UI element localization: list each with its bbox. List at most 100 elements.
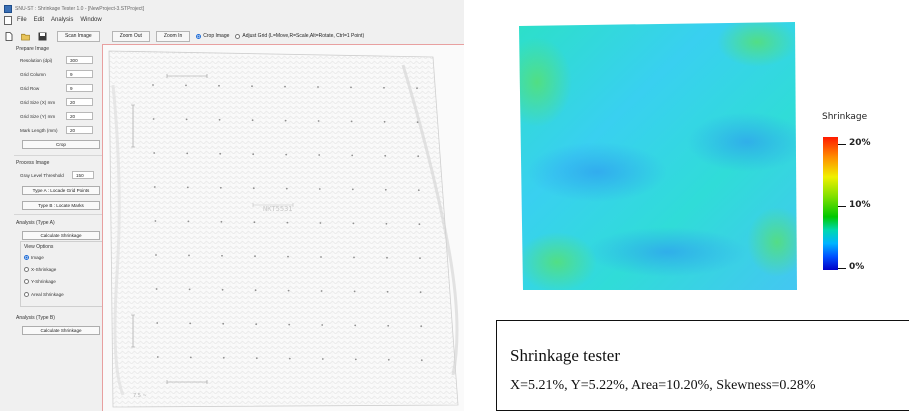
legend-label-0: 0% xyxy=(849,262,865,272)
grid-dot xyxy=(350,120,353,123)
grid-dot xyxy=(351,154,354,157)
type-b-locate-marks-button[interactable]: Type B : Locate Marks xyxy=(22,201,100,210)
scan-label-text: NKT5531 xyxy=(263,205,293,213)
grid-dot xyxy=(186,186,189,189)
grid-size-x-input[interactable]: 20 xyxy=(66,98,93,106)
grid-dot xyxy=(416,121,419,124)
resolution-input[interactable]: 300 xyxy=(66,56,93,64)
crop-button[interactable]: Crop xyxy=(22,140,100,149)
grid-dot xyxy=(218,118,221,121)
grid-dot xyxy=(254,255,256,258)
grid-dot xyxy=(384,154,387,157)
grid-dot xyxy=(353,290,356,293)
grid-dot xyxy=(219,152,222,155)
adjust-grid-radio[interactable]: Adjust Grid (L=Move,R=Scale,Alt=Rotate, … xyxy=(235,33,364,39)
type-a-locate-grid-button[interactable]: Type A : Locade Grid Points xyxy=(22,186,100,195)
grid-dot xyxy=(155,288,158,290)
grid-dot xyxy=(152,118,155,120)
threshold-input[interactable]: 150 xyxy=(72,171,94,179)
grid-dot xyxy=(350,86,352,89)
save-icon[interactable] xyxy=(38,32,47,41)
process-image-heading: Process Image xyxy=(16,160,50,166)
mark-length-input[interactable]: 20 xyxy=(66,126,93,134)
view-options-group xyxy=(20,241,104,307)
open-folder-icon[interactable] xyxy=(21,32,30,41)
grid-dot xyxy=(419,291,422,294)
grid-dot xyxy=(221,288,224,291)
grid-dot xyxy=(222,356,225,359)
resolution-label: Resolution (dpi) xyxy=(20,58,53,63)
menu-window[interactable]: Window xyxy=(80,17,102,23)
grid-dot xyxy=(416,87,418,90)
legend-color-bar xyxy=(823,137,838,270)
mark-length-label: Mark Length (mm) xyxy=(20,128,58,133)
menu-edit[interactable]: Edit xyxy=(33,17,45,23)
grid-size-y-label: Grid Size (Y) mm xyxy=(20,114,56,119)
grid-dot xyxy=(420,359,423,362)
divider xyxy=(14,214,112,215)
new-file-icon[interactable] xyxy=(4,31,13,41)
view-option-label: X-Shrinkage xyxy=(31,267,57,272)
grid-size-y-input[interactable]: 20 xyxy=(66,112,93,120)
grid-dot xyxy=(219,186,222,189)
grid-dot xyxy=(318,188,321,190)
grid-dot xyxy=(321,358,324,360)
result-values: X=5.21%, Y=5.22%, Area=10.20%, Skewness=… xyxy=(510,378,816,393)
zoom-in-button[interactable]: Zoom In xyxy=(155,30,191,42)
grid-dot xyxy=(353,256,355,259)
grid-dots xyxy=(152,84,423,362)
app-window: SNU-ST : Shrinkage Tester 1.0 - [NewProj… xyxy=(0,0,464,411)
radio-unselected-icon xyxy=(24,279,29,284)
scanned-image-view[interactable]: NKT5531 7.5 ~ xyxy=(102,44,464,411)
grid-dot xyxy=(417,189,420,192)
grid-dot xyxy=(418,223,421,226)
scanned-fabric-image: NKT5531 7.5 ~ xyxy=(103,45,464,411)
grid-dot xyxy=(186,152,189,155)
app-logo-icon xyxy=(4,4,12,13)
grid-dot xyxy=(254,289,257,292)
grid-dot xyxy=(354,358,357,361)
crop-image-radio[interactable]: Crop Image xyxy=(196,33,229,39)
scan-image-button[interactable]: Scan Image xyxy=(57,30,100,42)
view-option-areal-shrinkage[interactable]: Areal Shrinkage xyxy=(24,292,64,297)
grid-dot xyxy=(383,120,386,123)
toolbar: Scan Image Zoom Out Zoom In Crop Image A… xyxy=(0,30,464,42)
legend-label-20: 20% xyxy=(849,138,871,148)
grid-dot xyxy=(354,324,357,327)
view-option-x-shrinkage[interactable]: X-Shrinkage xyxy=(24,267,56,272)
radio-selected-icon xyxy=(24,255,29,260)
grid-dot xyxy=(188,254,190,257)
grid-dot xyxy=(352,222,355,225)
grid-dot xyxy=(419,257,421,260)
grid-row-input[interactable]: 9 xyxy=(66,84,93,92)
grid-dot xyxy=(383,86,385,89)
zoom-out-button[interactable]: Zoom Out xyxy=(111,30,150,42)
view-option-image[interactable]: Image xyxy=(24,255,44,260)
grid-column-input[interactable]: 9 xyxy=(66,70,93,78)
window-title: SNU-ST : Shrinkage Tester 1.0 - [NewProj… xyxy=(15,5,145,12)
grid-dot xyxy=(420,325,423,328)
radio-unselected-icon xyxy=(235,33,241,39)
title-bar: SNU-ST : Shrinkage Tester 1.0 - [NewProj… xyxy=(0,4,464,13)
view-option-y-shrinkage[interactable]: Y-Shrinkage xyxy=(24,279,56,284)
legend-tick xyxy=(838,206,846,207)
view-option-label: Y-Shrinkage xyxy=(31,279,56,284)
calculate-shrinkage-b-button[interactable]: Calculate Shrinkage xyxy=(22,326,100,335)
grid-dot xyxy=(187,220,190,223)
grid-dot xyxy=(255,357,258,360)
adjust-grid-label: Adjust Grid (L=Move,R=Scale,Alt=Rotate, … xyxy=(242,33,365,39)
threshold-label: Gray Level Threshold xyxy=(20,173,64,178)
grid-dot xyxy=(288,357,291,360)
menu-bar: File Edit Analysis Window xyxy=(0,15,464,25)
grid-dot xyxy=(154,220,157,222)
grid-marks xyxy=(131,74,294,384)
grid-dot xyxy=(155,254,157,256)
result-title: Shrinkage tester xyxy=(510,346,620,365)
analysis-type-a-heading: Analysis (Type A) xyxy=(16,220,55,226)
grid-dot xyxy=(287,255,289,258)
grid-dot xyxy=(218,84,220,87)
calculate-shrinkage-a-button[interactable]: Calculate Shrinkage xyxy=(22,231,100,240)
menu-analysis[interactable]: Analysis xyxy=(51,17,74,23)
menu-file[interactable]: File xyxy=(17,17,27,23)
grid-dot xyxy=(386,290,389,293)
